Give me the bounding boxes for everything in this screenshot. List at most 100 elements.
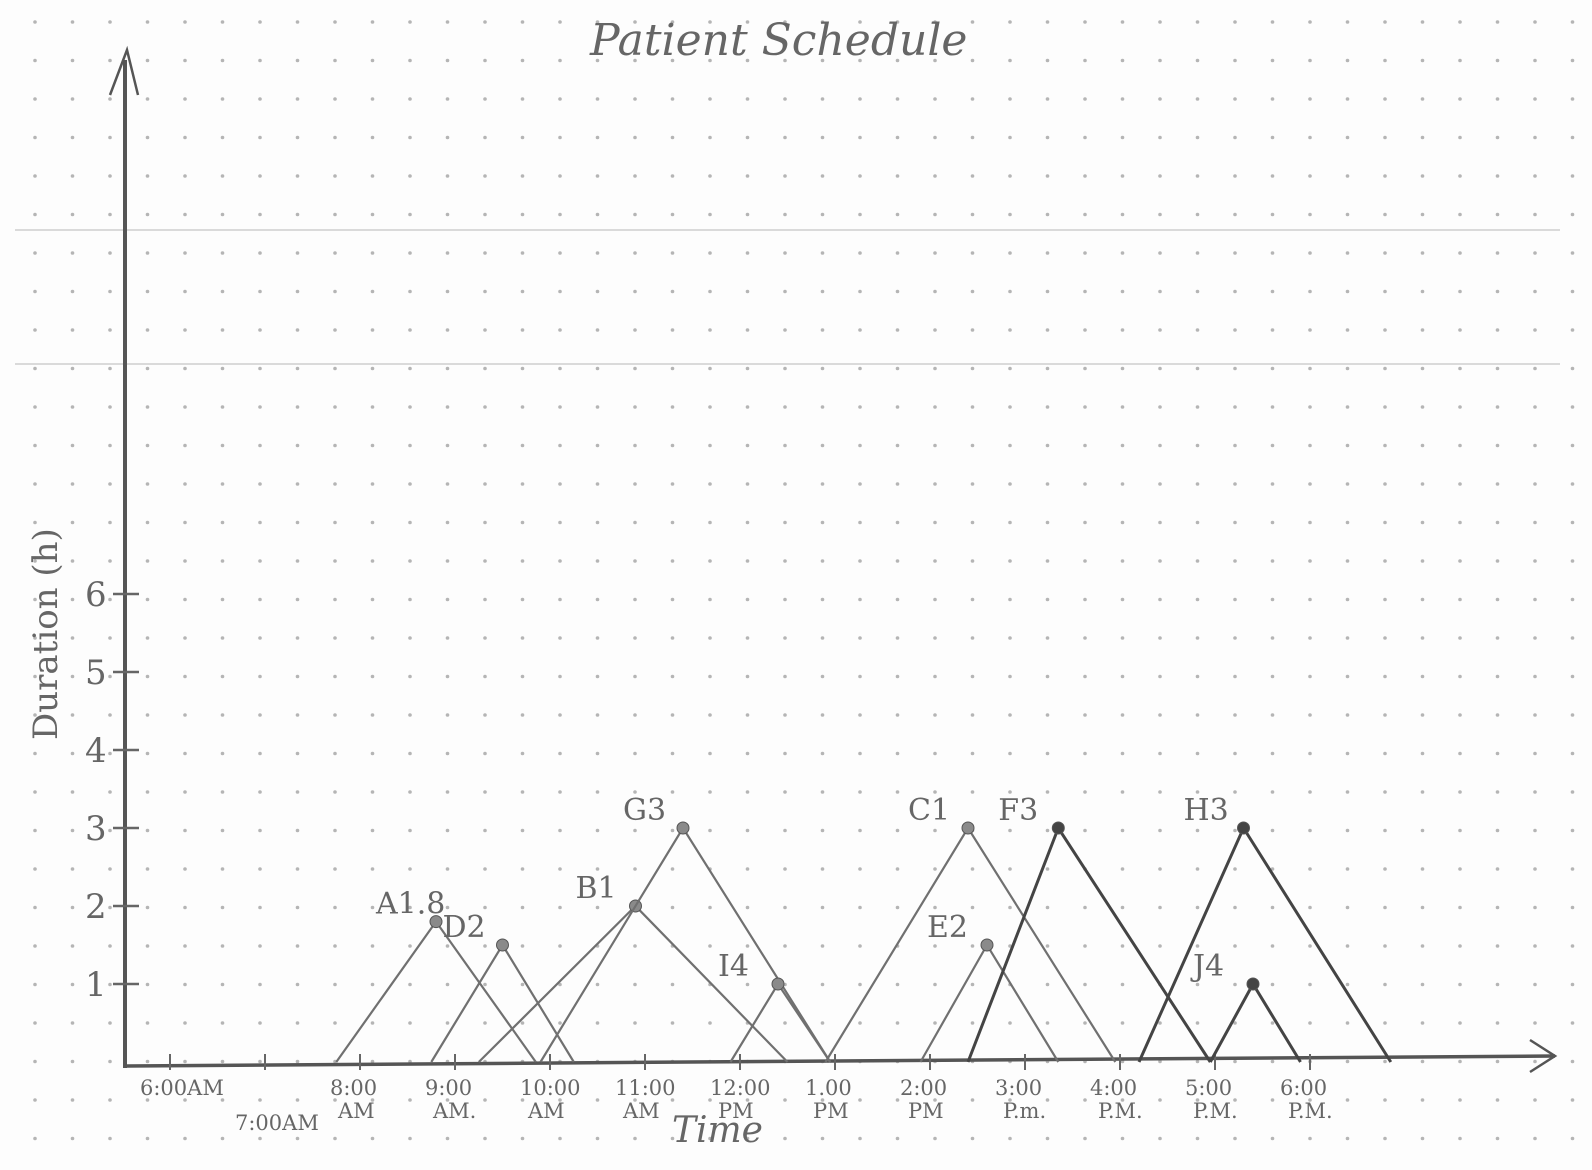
grid-dot: [1383, 982, 1387, 987]
y-tick-label: 5: [85, 653, 107, 693]
grid-dot: [745, 443, 750, 448]
grid-dot: [1195, 636, 1200, 640]
grid-dot: [183, 1021, 187, 1025]
grid-dot: [295, 251, 300, 255]
grid-dot: [33, 212, 37, 217]
grid-dot: [370, 251, 375, 255]
grid-dot: [408, 443, 412, 448]
grid-dot: [1120, 58, 1125, 63]
grid-dot: [445, 982, 450, 987]
grid-dot: [1308, 174, 1312, 178]
grid-dot: [220, 520, 225, 525]
grid-dot: [1195, 867, 1200, 871]
grid-dot: [1195, 520, 1200, 525]
grid-dot: [1533, 482, 1537, 486]
grid-dot: [858, 713, 862, 717]
grid-dot: [708, 289, 712, 294]
x-tick-label: P.M.: [1288, 1099, 1333, 1123]
grid-dot: [670, 559, 675, 563]
grid-dot: [370, 482, 375, 486]
grid-dot: [33, 443, 37, 448]
grid-dot: [558, 944, 562, 948]
grid-dot: [520, 212, 525, 217]
grid-dot: [633, 212, 637, 217]
grid-dot: [145, 366, 150, 371]
grid-dot: [520, 58, 525, 63]
grid-dot: [445, 58, 450, 63]
series-line: [1208, 981, 1302, 1063]
grid-dot: [933, 405, 937, 409]
grid-dot: [1158, 174, 1162, 178]
grid-dot: [1570, 905, 1575, 910]
grid-dot: [1270, 713, 1275, 717]
grid-dot: [1420, 1059, 1425, 1064]
grid-dot: [483, 174, 487, 178]
grid-dot: [1420, 559, 1425, 563]
grid-dot: [1345, 982, 1350, 987]
grid-dot: [520, 636, 525, 640]
grid-dot: [370, 97, 375, 101]
grid-dot: [520, 559, 525, 563]
grid-dot: [1233, 713, 1237, 717]
grid-dot: [333, 1098, 337, 1102]
grid-dot: [1345, 443, 1350, 448]
grid-dot: [820, 443, 825, 448]
grid-dot: [858, 674, 862, 679]
grid-dot: [1308, 20, 1312, 24]
grid-dot: [670, 713, 675, 717]
grid-dot: [1495, 713, 1500, 717]
grid-dot: [1458, 366, 1462, 371]
grid-dot: [145, 328, 150, 332]
x-tick-label: PM: [813, 1099, 849, 1123]
grid-dot: [1083, 944, 1087, 948]
grid-dot: [1570, 366, 1575, 371]
grid-dot: [1533, 251, 1537, 255]
grid-dot: [970, 1021, 975, 1025]
grid-dot: [333, 482, 337, 486]
grid-dot: [858, 1136, 862, 1141]
grid-dot: [483, 443, 487, 448]
grid-dot: [1345, 905, 1350, 910]
grid-dot: [1533, 405, 1537, 409]
grid-dot: [858, 482, 862, 486]
grid-dot: [1533, 905, 1537, 910]
grid-dot: [1233, 366, 1237, 371]
grid-dot: [633, 482, 637, 486]
grid-dot: [745, 212, 750, 217]
grid-dot: [1045, 97, 1050, 101]
grid-dot: [1570, 405, 1575, 409]
grid-dot: [370, 289, 375, 294]
grid-dot: [895, 212, 900, 217]
grid-dot: [258, 97, 262, 101]
grid-dot: [183, 174, 187, 178]
grid-dot: [595, 1136, 600, 1141]
grid-dot: [408, 674, 412, 679]
grid-dot: [1158, 790, 1162, 794]
grid-dot: [633, 636, 637, 640]
grid-dot: [1270, 20, 1275, 24]
grid-dot: [1458, 713, 1462, 717]
grid-dot: [183, 1098, 187, 1102]
grid-dot: [1345, 174, 1350, 178]
grid-dot: [558, 443, 562, 448]
grid-dot: [408, 405, 412, 409]
grid-dot: [1045, 405, 1050, 409]
grid-dot: [408, 482, 412, 486]
grid-dot: [145, 636, 150, 640]
grid-dot: [783, 1098, 787, 1102]
x-tick-label: 12:00: [710, 1076, 771, 1100]
grid-dot: [1533, 212, 1537, 217]
grid-dot: [33, 597, 37, 602]
grid-dot: [1420, 58, 1425, 63]
grid-dot: [1158, 905, 1162, 910]
grid-dot: [295, 443, 300, 448]
x-tick-label: 3:00: [995, 1076, 1042, 1100]
grid-dot: [1270, 944, 1275, 948]
grid-dot: [1383, 559, 1387, 563]
grid-dot: [445, 482, 450, 486]
grid-dot: [1158, 713, 1162, 717]
grid-dot: [1083, 174, 1087, 178]
grid-dot: [895, 405, 900, 409]
grid-dot: [1345, 482, 1350, 486]
grid-dot: [1308, 1021, 1312, 1025]
